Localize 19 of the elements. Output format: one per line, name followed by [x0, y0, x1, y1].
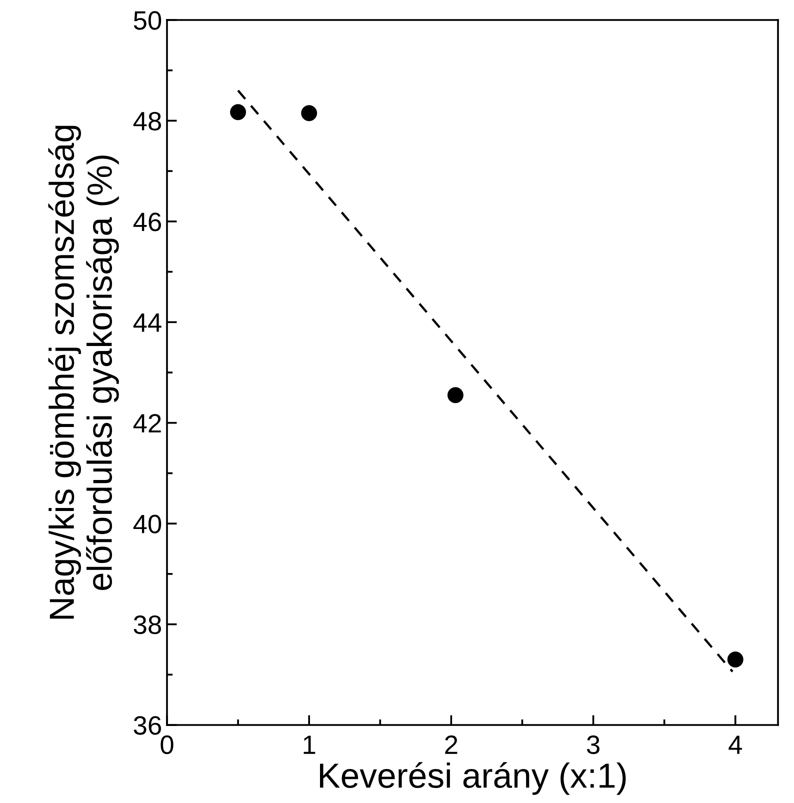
x-axis-title: Keverési arány (x:1) — [320, 762, 626, 795]
y-tick-label: 44 — [133, 314, 162, 332]
y-tick-label: 38 — [134, 615, 161, 634]
point — [230, 104, 246, 120]
point — [727, 652, 744, 668]
point — [301, 105, 318, 122]
y-tick-label: 42 — [133, 414, 161, 432]
x-tick-label: 4 — [728, 736, 742, 754]
y-tick-label: 50 — [134, 11, 162, 30]
x-tick-label: 1 — [304, 736, 316, 754]
y-tick-label: 40 — [133, 514, 162, 534]
x-tick-label: 0 — [160, 735, 174, 754]
point — [447, 387, 464, 404]
y-tick-label: 46 — [133, 212, 161, 232]
y-tick-label: 48 — [133, 112, 161, 131]
x-tick-label: 3 — [586, 735, 600, 754]
x-tick-label: 2 — [445, 735, 458, 754]
y-axis-title: Nagy/kis gömbhéj szomszédság előfordulási gyakorisága (%) — [48, 126, 119, 619]
y-tick-label: 36 — [134, 716, 161, 735]
